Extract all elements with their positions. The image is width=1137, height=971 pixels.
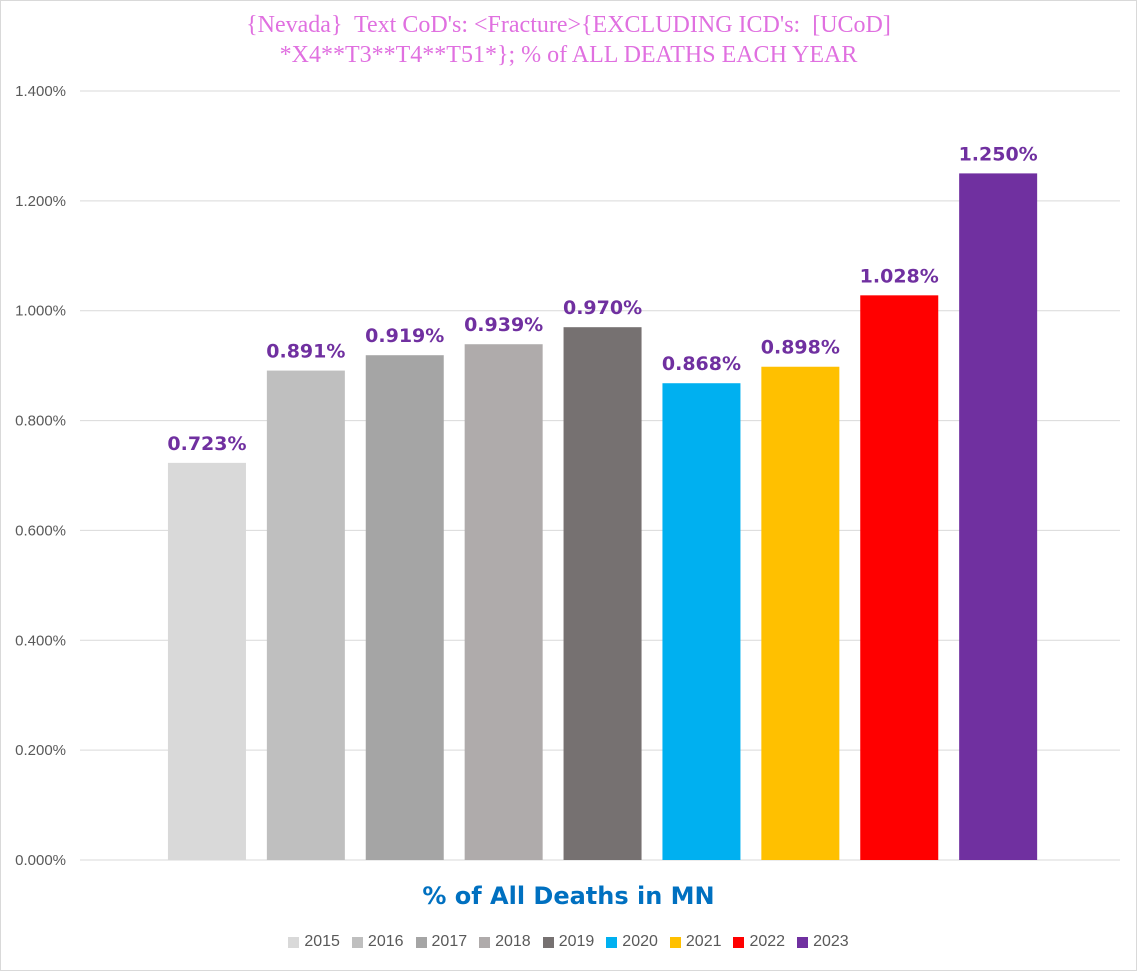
bar-2020 [662, 383, 741, 860]
legend-item-2021: 2021 [669, 933, 722, 951]
legend-label: 2022 [749, 933, 786, 950]
y-tick-label: 1.000% [15, 303, 66, 320]
legend: 2015 2016 2017 2018 2019 2020 2021 2022 2023 [0, 933, 1137, 951]
legend-swatch [733, 936, 745, 948]
legend-swatch [606, 936, 618, 948]
x-axis-title: % of All Deaths in MN [422, 882, 715, 910]
legend-swatch [288, 936, 300, 948]
legend-item-2022: 2022 [733, 933, 785, 951]
y-tick-label: 1.400% [15, 83, 66, 100]
y-tick-label: 1.200% [15, 193, 66, 210]
legend-swatch [479, 936, 491, 948]
data-label-2018: 0.939% [464, 314, 543, 336]
bars [167, 173, 1038, 861]
legend-label: 2015 [304, 933, 340, 950]
data-label-2021: 0.898% [761, 337, 840, 359]
legend-swatch [669, 936, 681, 948]
bar-2018 [464, 344, 543, 860]
legend-label: 2016 [367, 933, 404, 950]
legend-label: 2018 [495, 933, 531, 950]
bar-2017 [365, 355, 444, 860]
bar-2019 [563, 327, 642, 860]
bar-2016 [266, 370, 345, 860]
legend-item-2015: 2015 [288, 933, 340, 951]
legend-label: 2021 [685, 933, 722, 950]
bar-2021 [761, 366, 840, 860]
chart-title-line-2: *X4**T3**T4**T51*}; % of ALL DEATHS EACH… [279, 42, 858, 68]
y-tick-label: 0.000% [15, 852, 66, 869]
bar-2023 [959, 173, 1038, 861]
data-labels: 0.723% 0.891% 0.919% 0.939% 0.970% 0.868% 0.89… [167, 143, 1037, 454]
data-label-2019: 0.970% [563, 297, 642, 319]
bar-2015 [167, 462, 246, 860]
legend-label: 2020 [622, 933, 658, 950]
data-label-2015: 0.723% [167, 433, 246, 455]
legend-swatch [797, 936, 809, 948]
y-tick-label: 0.200% [15, 742, 66, 759]
chart-title-line-1: {Nevada} Text CoD's: <Fracture>{EXCLUDIN… [246, 12, 891, 38]
legend-item-2016: 2016 [351, 933, 404, 951]
legend-label: 2023 [813, 933, 849, 950]
data-label-2023: 1.250% [959, 143, 1038, 165]
legend-item-2017: 2017 [415, 933, 468, 951]
legend-item-2023: 2023 [797, 933, 849, 951]
y-tick-label: 0.400% [15, 632, 66, 649]
legend-item-2020: 2020 [606, 933, 658, 951]
legend-swatch [351, 936, 363, 948]
legend-label: 2017 [431, 933, 468, 950]
data-label-2016: 0.891% [266, 341, 345, 363]
data-label-2022: 1.028% [860, 265, 939, 287]
chart-title: {Nevada} Text CoD's: <Fracture>{EXCLUDIN… [0, 10, 1137, 70]
y-tick-label: 0.800% [15, 413, 66, 430]
y-axis-ticks: 0.000% 0.200% 0.400% 0.600% 0.800% 1.000% 1.20… [15, 83, 66, 869]
legend-item-2018: 2018 [479, 933, 531, 951]
y-tick-label: 0.600% [15, 522, 66, 539]
legend-item-2019: 2019 [542, 933, 595, 951]
data-label-2017: 0.919% [365, 325, 444, 347]
legend-swatch [542, 936, 554, 948]
legend-swatch [415, 936, 427, 948]
data-label-2020: 0.868% [662, 353, 741, 375]
legend-label: 2019 [558, 933, 595, 950]
bar-2022 [860, 295, 939, 860]
